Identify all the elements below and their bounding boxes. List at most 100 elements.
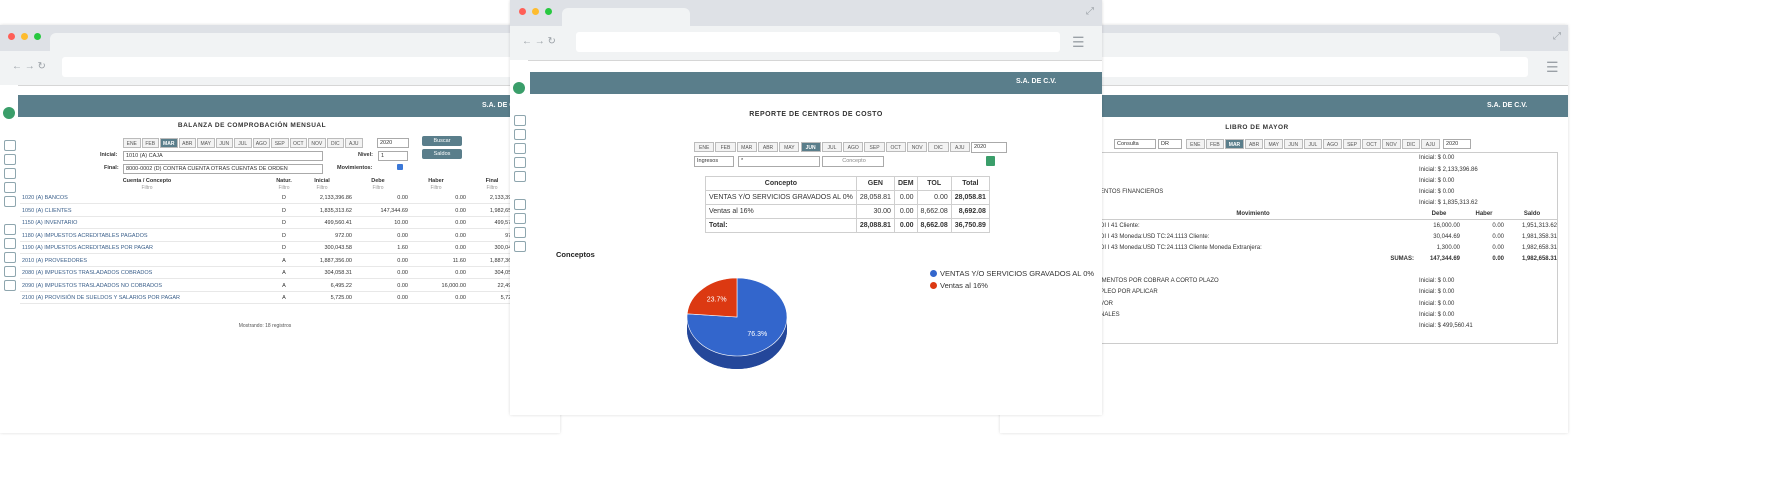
month-tab[interactable]: SEP [271,138,289,148]
nav-icon[interactable] [4,196,16,207]
month-tab[interactable]: AJU [949,142,970,152]
nav-icon[interactable] [514,171,526,182]
month-tab[interactable]: ABR [178,138,196,148]
month-tab[interactable]: JUN [215,138,233,148]
month-tab[interactable]: MAY [197,138,215,148]
month-tab[interactable]: DIC [928,142,949,152]
tab [562,8,690,28]
month-tab[interactable]: AGO [252,138,270,148]
nav-icon[interactable] [514,115,526,126]
nav-buttons[interactable]: ← → ↻ [12,61,46,72]
initial-balance: Inicial: $ 0.00 [1419,289,1455,295]
nav-icon[interactable] [514,143,526,154]
nav-icon[interactable] [514,199,526,210]
button[interactable]: Saldos [422,149,462,159]
input[interactable]: 8000-0002 (D) CONTRA CUENTA OTRAS CUENTA… [123,164,323,174]
close[interactable] [519,8,526,15]
month-tab[interactable]: MAY [1264,139,1283,149]
address-bar[interactable] [1000,57,1528,77]
month-tab[interactable]: AJU [1421,139,1440,149]
legend-swatch [930,282,937,289]
month-tab[interactable]: NOV [1382,139,1401,149]
month-tab[interactable]: MAR [1225,139,1244,149]
expand[interactable]: ⤢ [1086,6,1094,17]
month-tab[interactable]: FEB [715,142,736,152]
filter[interactable]: Ingresos [694,156,734,167]
nav-buttons[interactable]: ← → ↻ [522,36,556,47]
nav-icon[interactable] [514,227,526,238]
nav-icon[interactable] [4,266,16,277]
year-select[interactable]: 2020 [377,138,409,148]
export-icon[interactable] [986,156,995,166]
nav-icon[interactable] [4,168,16,179]
nav-icon[interactable] [514,241,526,252]
month-tab[interactable]: MAR [736,142,757,152]
nav-icon[interactable] [514,157,526,168]
month-tab[interactable]: JUL [234,138,252,148]
nav-icon[interactable] [4,140,16,151]
month-tab[interactable]: OCT [885,142,906,152]
menu[interactable]: ☰ [1072,34,1085,50]
close[interactable] [8,33,15,40]
row-line [20,278,540,279]
select[interactable]: 1 [378,151,408,161]
maximize[interactable] [545,8,552,15]
month-tab[interactable]: SEP [864,142,885,152]
title: BALANZA DE COMPROBACIÓN MENSUAL [177,122,327,129]
menu[interactable]: ☰ [1546,59,1559,75]
nav-icon[interactable] [4,224,16,235]
month-tab[interactable]: FEB [141,138,159,148]
minimize[interactable] [532,8,539,15]
input[interactable]: 1010 (A) CAJA [123,151,323,161]
month-tab[interactable]: JUL [1303,139,1323,149]
month-tab[interactable]: NOV [308,138,326,148]
cell: 1190 (A) IMPUESTOS ACREDITABLES POR PAGA… [22,245,154,251]
month-tab[interactable]: AGO [1323,139,1342,149]
month-tab[interactable]: SEP [1342,139,1362,149]
button[interactable]: Buscar [422,136,462,146]
tab-bar: ⤢ [510,0,1102,28]
expand[interactable]: ⤢ [1553,31,1561,42]
cell: 2,133,396.86 [489,195,522,201]
month-tab[interactable]: ABR [757,142,779,152]
logo [513,82,525,94]
nav-icon[interactable] [514,129,526,140]
month-tab[interactable]: ABR [1244,139,1264,149]
month-tab[interactable]: OCT [1362,139,1381,149]
checkbox[interactable] [397,164,403,170]
filter-label: Filtro [278,185,290,191]
year-select[interactable]: 2020 [971,142,1007,153]
month-tab[interactable]: MAR [160,138,178,148]
nav-icon[interactable] [4,280,16,291]
month-tab[interactable]: DIC [326,138,344,148]
month-tab[interactable]: JUN [1284,139,1303,149]
select[interactable]: Consulta [1114,139,1156,149]
month-tab[interactable]: NOV [907,142,928,152]
row-line [20,290,540,292]
month-tab[interactable]: AGO [843,142,864,152]
month-tab[interactable]: AJU [345,138,363,148]
minimize[interactable] [21,33,28,40]
address-bar[interactable] [62,57,542,77]
month-tab[interactable]: OCT [289,138,307,148]
nav-icon[interactable] [4,182,16,193]
month-tab[interactable]: ENE [123,138,141,148]
nav-icon[interactable] [514,213,526,224]
month-tab[interactable]: JUL [821,142,843,152]
year-select[interactable]: 2020 [1443,139,1471,149]
filter[interactable]: * [738,156,820,167]
month-tab[interactable]: MAY [779,142,800,152]
maximize[interactable] [34,33,41,40]
month-tab[interactable]: JUN [800,142,821,152]
nav-icon[interactable] [4,154,16,165]
address-bar[interactable] [576,32,1060,52]
month-tab[interactable]: ENE [1186,139,1205,149]
month-tab[interactable]: FEB [1205,139,1225,149]
nav-icon[interactable] [4,238,16,249]
filter[interactable]: Concepto [822,156,884,167]
nav-icon[interactable] [4,252,16,263]
select[interactable]: DR [1158,139,1182,149]
month-tab[interactable]: ENE [694,142,715,152]
month-tab[interactable]: DIC [1401,139,1421,149]
tab [1000,33,1500,53]
